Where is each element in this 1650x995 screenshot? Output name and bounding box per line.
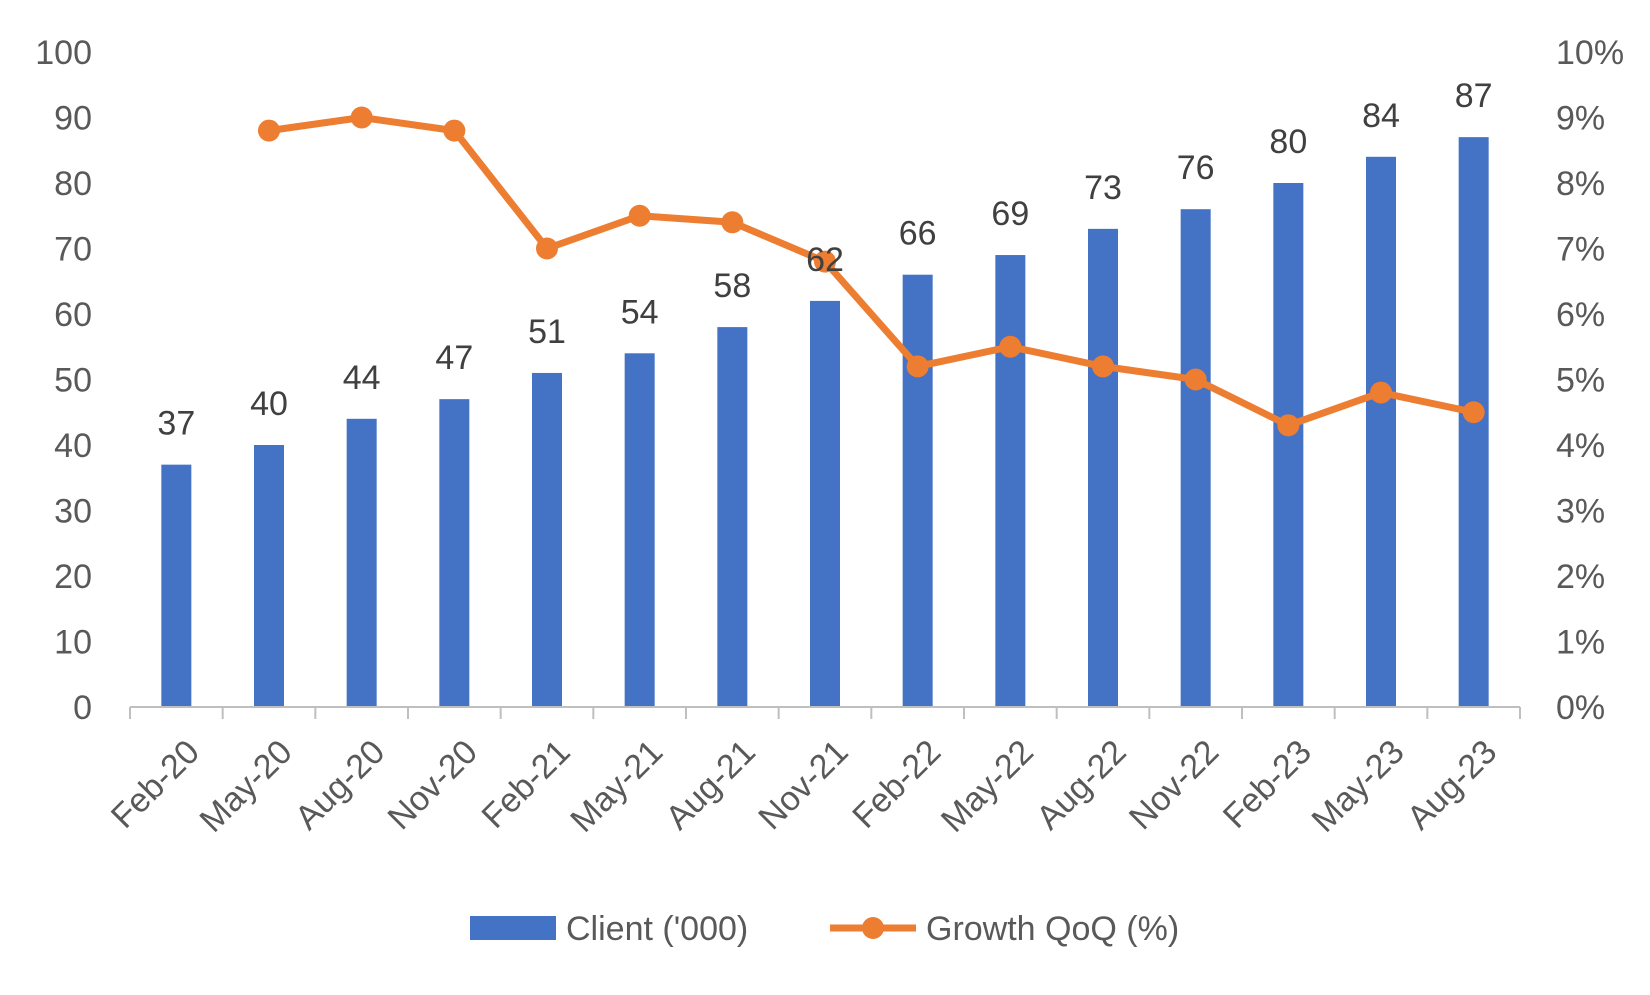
bar bbox=[532, 372, 562, 707]
y-left-tick-label: 60 bbox=[54, 296, 92, 334]
bar-data-label: 58 bbox=[713, 267, 751, 305]
y-left-tick-label: 50 bbox=[54, 362, 92, 400]
bar-data-label: 54 bbox=[621, 293, 659, 331]
growth-point bbox=[1092, 355, 1114, 378]
bar bbox=[254, 445, 284, 707]
x-tick-label: Aug-22 bbox=[1029, 733, 1133, 837]
x-tick-label: May-20 bbox=[193, 733, 300, 840]
x-tick-label: May-22 bbox=[934, 733, 1041, 840]
growth-point bbox=[1277, 414, 1300, 437]
growth-line bbox=[265, 114, 1478, 429]
labels-layer: 37 40 44 47 51 54 58 62 66 69 73 76 80 84 87 bbox=[157, 77, 1493, 443]
x-tick-label: Feb-20 bbox=[104, 733, 207, 836]
bar-data-label: 40 bbox=[250, 385, 288, 423]
bar bbox=[346, 418, 377, 707]
bar bbox=[1180, 209, 1211, 707]
y-right-tick-label: 9% bbox=[1556, 100, 1605, 138]
growth-point bbox=[258, 119, 280, 142]
y-left-tick-label: 40 bbox=[54, 427, 92, 465]
legend-swatch-client bbox=[470, 916, 556, 940]
y-right-tick-label: 6% bbox=[1556, 296, 1605, 334]
bar-data-label: 62 bbox=[806, 241, 844, 279]
growth-point bbox=[1462, 401, 1485, 424]
bar-data-label: 51 bbox=[528, 313, 566, 351]
bar bbox=[1088, 228, 1118, 707]
bar bbox=[902, 274, 933, 707]
y-left-tick-label: 30 bbox=[54, 493, 92, 531]
bar bbox=[624, 353, 655, 707]
bar bbox=[439, 399, 470, 707]
y-right-tick-label: 10% bbox=[1556, 34, 1624, 72]
legend-swatch-growth-marker bbox=[862, 917, 884, 939]
legend-label-growth: Growth QoQ (%) bbox=[926, 910, 1179, 948]
y-left-tick-label: 80 bbox=[54, 165, 92, 203]
growth-point bbox=[536, 237, 558, 260]
x-tick-label: Nov-21 bbox=[751, 733, 855, 837]
growth-point bbox=[1184, 368, 1207, 391]
x-tick-label: Aug-21 bbox=[659, 733, 763, 837]
growth-point bbox=[350, 106, 373, 129]
bar bbox=[1366, 156, 1396, 708]
x-tick-label: Aug-23 bbox=[1400, 733, 1504, 837]
growth-point bbox=[814, 250, 836, 273]
bar-data-label: 44 bbox=[343, 359, 381, 397]
y-right-tick-label: 0% bbox=[1556, 689, 1605, 727]
y-right-tick-label: 5% bbox=[1556, 362, 1605, 400]
x-tick-label: May-21 bbox=[563, 733, 670, 840]
y-left-tick-label: 10 bbox=[54, 624, 92, 662]
bar-data-label: 37 bbox=[157, 405, 195, 443]
y-right-tick-label: 7% bbox=[1556, 231, 1605, 269]
line-layer bbox=[258, 106, 1485, 437]
bar-data-label: 66 bbox=[899, 215, 937, 253]
bar-data-label: 47 bbox=[435, 339, 473, 377]
bar-data-label: 73 bbox=[1084, 169, 1122, 207]
bar bbox=[161, 464, 192, 707]
growth-point bbox=[1370, 381, 1392, 404]
y-left-tick-label: 100 bbox=[35, 34, 92, 72]
y-right-tick-label: 2% bbox=[1556, 558, 1605, 596]
growth-point bbox=[906, 355, 929, 378]
y-right-tick-label: 4% bbox=[1556, 427, 1605, 465]
y-right-tick-label: 3% bbox=[1556, 493, 1605, 531]
x-tick-label: Nov-20 bbox=[381, 733, 485, 837]
growth-point bbox=[628, 204, 651, 227]
y-left-tick-label: 70 bbox=[54, 231, 92, 269]
bar bbox=[717, 327, 748, 707]
x-tick-label: Feb-21 bbox=[475, 733, 578, 836]
bars-layer bbox=[161, 137, 1489, 708]
growth-point bbox=[443, 119, 466, 142]
x-tick-label: Feb-23 bbox=[1216, 733, 1319, 836]
x-tick-label: Feb-22 bbox=[845, 733, 948, 836]
bar-data-label: 84 bbox=[1362, 97, 1400, 135]
bar-data-label: 80 bbox=[1269, 123, 1307, 161]
bar-data-label: 76 bbox=[1177, 149, 1215, 187]
legend: Client ('000) Growth QoQ (%) bbox=[470, 910, 1179, 948]
legend-label-client: Client ('000) bbox=[566, 910, 748, 948]
x-tick-label: Nov-22 bbox=[1122, 733, 1226, 837]
x-tick-label: Aug-20 bbox=[288, 733, 392, 837]
bar bbox=[995, 255, 1026, 708]
growth-point bbox=[999, 335, 1022, 358]
y-right-tick-label: 8% bbox=[1556, 165, 1605, 203]
bar bbox=[1273, 183, 1304, 707]
y-left-tick-label: 90 bbox=[54, 100, 92, 138]
y-right-tick-label: 1% bbox=[1556, 624, 1605, 662]
bar-data-label: 69 bbox=[991, 195, 1029, 233]
growth-point bbox=[721, 211, 744, 234]
y-left-tick-label: 20 bbox=[54, 558, 92, 596]
bar-data-label: 87 bbox=[1455, 77, 1493, 115]
x-tick-label: May-23 bbox=[1305, 733, 1412, 840]
y-left-tick-label: 0 bbox=[73, 689, 92, 727]
bar bbox=[810, 300, 840, 707]
